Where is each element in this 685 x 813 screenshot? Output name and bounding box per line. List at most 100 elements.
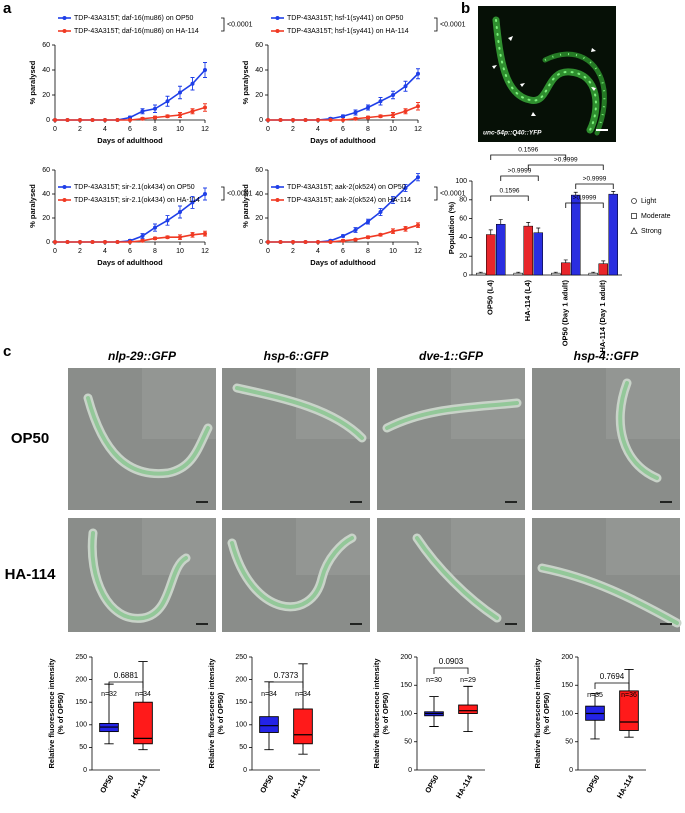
legend-label: TDP-43A315T; aak-2(ok524) on OP50 (287, 184, 406, 191)
significance-bracket (565, 202, 604, 208)
data-point (78, 240, 82, 244)
n-label: n=35 (587, 692, 603, 699)
data-point (291, 118, 295, 122)
y-tick-label: 100 (235, 722, 247, 729)
box (133, 701, 153, 745)
significance-bracket (268, 681, 304, 688)
y-tick-label: 40 (255, 67, 263, 74)
x-tick-label: 8 (366, 126, 370, 133)
p-value: 0.7694 (600, 672, 625, 681)
column-title: dve-1::GFP (419, 349, 484, 363)
legend-label: Light (641, 198, 656, 205)
x-tick-label: 12 (414, 126, 422, 133)
data-point (366, 235, 370, 240)
data-point (416, 223, 420, 228)
y-tick-label: 0 (243, 767, 247, 774)
y-tick-label: 20 (255, 92, 263, 99)
data-point (165, 114, 170, 119)
y-tick-label: 80 (459, 197, 467, 204)
y-tick-label: 60 (459, 215, 467, 222)
worm-fluorescence (385, 401, 519, 430)
data-point (165, 218, 170, 223)
bar (598, 263, 608, 276)
x-tick-label: HA-114 (L4) (523, 280, 532, 322)
micrograph (68, 368, 216, 510)
legend-label: Strong (641, 228, 662, 235)
worm-fluorescence (230, 536, 354, 609)
y-axis-label: Relative fluorescence intensity (533, 658, 542, 769)
legend-label: TDP-43A315T; aak-2(ok524) on HA-114 (287, 197, 411, 204)
y-tick-label: 250 (235, 654, 247, 661)
legend-label: TDP-43A315T; sir-2.1(ok434) on HA-114 (74, 197, 200, 204)
bar (513, 272, 523, 276)
worm-fluorescence (618, 381, 659, 480)
bar (496, 223, 506, 276)
legend-marker (275, 198, 280, 202)
data-point (353, 110, 358, 115)
bar (533, 232, 543, 276)
p-value: 0.1596 (500, 188, 520, 195)
data-point (178, 90, 182, 95)
panel-label: b (461, 0, 470, 17)
data-point (190, 232, 195, 237)
y-tick-label: 100 (455, 178, 467, 185)
data-point (366, 115, 370, 120)
micrograph (222, 518, 370, 632)
y-tick-label: 0 (83, 767, 87, 774)
data-point (190, 200, 195, 205)
error-bar (488, 229, 493, 235)
data-point (178, 113, 182, 117)
data-point (128, 118, 132, 122)
x-tick-label: 8 (153, 126, 157, 133)
y-axis-label: Relative fluorescence intensity (372, 658, 381, 769)
data-point (203, 68, 207, 72)
x-tick-label: 0 (53, 248, 57, 255)
y-axis-label: Relative fluorescence intensity (47, 658, 56, 769)
worm-fluorescence (540, 566, 679, 625)
x-tick-label: 6 (341, 126, 345, 133)
y-tick-label: 20 (459, 253, 467, 260)
data-point (203, 192, 207, 196)
x-tick-label: 4 (316, 126, 320, 133)
data-point (291, 240, 295, 244)
legend-label: TDP-43A315T; daf-16(mu86) on OP50 (74, 15, 194, 22)
error-bar (573, 191, 578, 196)
y-axis-label: % paralysed (241, 184, 250, 228)
legend-label: Moderate (641, 213, 671, 220)
x-tick-label: 12 (414, 248, 422, 255)
row-label: HA-114 (5, 566, 57, 583)
significance-bracket (490, 154, 567, 160)
y-tick-label: 60 (255, 167, 263, 174)
p-value: >0.9999 (583, 176, 607, 183)
data-point (165, 235, 170, 240)
error-bar (563, 259, 568, 263)
data-point (328, 118, 333, 122)
y-tick-label: 200 (561, 654, 573, 661)
y-tick-label: 0 (259, 117, 263, 124)
x-tick-label: 2 (291, 126, 295, 133)
data-point (128, 240, 132, 244)
data-point (416, 175, 420, 180)
x-tick-label: 8 (366, 248, 370, 255)
y-tick-label: 50 (565, 739, 573, 746)
worm-fluorescence (415, 536, 499, 620)
data-point (341, 234, 345, 238)
significance-bracket (575, 183, 614, 189)
panel-label: a (3, 0, 12, 17)
data-point (316, 118, 320, 122)
y-tick-label: 0 (46, 239, 50, 246)
legend-marker (62, 29, 67, 33)
series-line (55, 69, 206, 121)
x-tick-label: 12 (201, 248, 209, 255)
y-tick-label: 250 (75, 654, 87, 661)
data-point (341, 238, 345, 243)
data-point (115, 240, 120, 244)
y-axis-label: (% of OP50) (381, 692, 390, 735)
data-point (378, 114, 383, 119)
significance-bracket (221, 186, 225, 201)
significance-bracket (108, 681, 144, 688)
data-point (403, 226, 408, 231)
n-label: n=32 (101, 691, 117, 698)
bar (571, 194, 581, 276)
data-point (165, 99, 170, 104)
